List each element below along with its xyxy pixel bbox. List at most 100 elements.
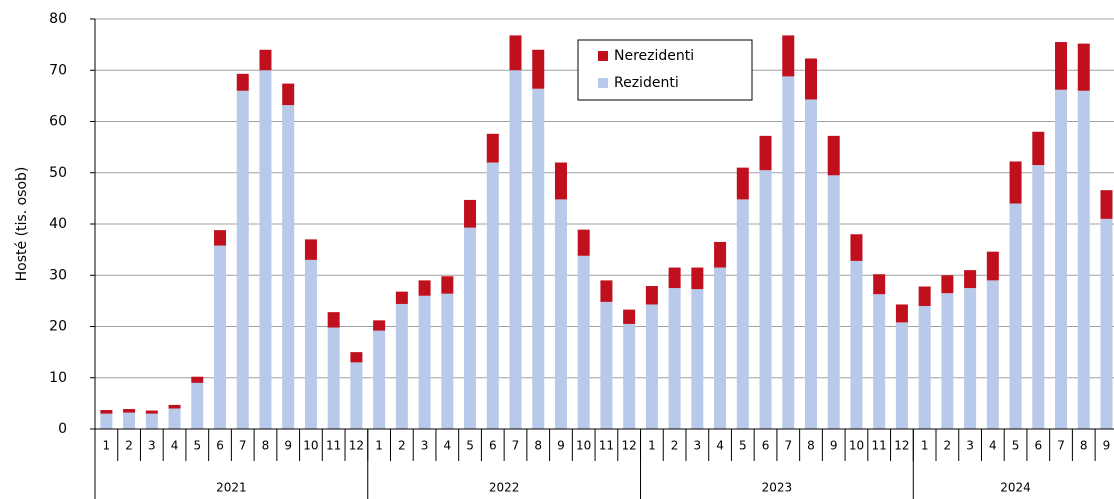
y-tick-label: 70 bbox=[49, 62, 67, 78]
x-tick-label: 10 bbox=[849, 439, 864, 453]
bar-segment bbox=[850, 260, 863, 429]
bar-segment bbox=[282, 105, 295, 429]
x-tick-label: 8 bbox=[534, 439, 542, 453]
x-tick-label: 5 bbox=[466, 439, 474, 453]
x-tick-label: 10 bbox=[303, 439, 318, 453]
bar-segment bbox=[418, 295, 431, 429]
x-tick-label: 11 bbox=[599, 439, 614, 453]
bar-segment bbox=[691, 289, 704, 429]
bar-segment bbox=[145, 410, 158, 414]
y-tick-label: 40 bbox=[49, 216, 67, 232]
bar-segment bbox=[350, 352, 363, 363]
bar-segment bbox=[532, 49, 545, 89]
bar-segment bbox=[464, 227, 477, 429]
x-tick-label: 8 bbox=[1080, 439, 1088, 453]
bar-segment bbox=[1077, 90, 1090, 429]
x-tick-label: 6 bbox=[762, 439, 770, 453]
bar-segment bbox=[668, 288, 681, 429]
bar-segment bbox=[895, 322, 908, 429]
bar-segment bbox=[373, 320, 386, 331]
x-tick-label: 9 bbox=[830, 439, 838, 453]
bar-segment bbox=[145, 413, 158, 429]
bar-segment bbox=[464, 199, 477, 228]
bar-segment bbox=[100, 413, 113, 429]
x-tick-label: 6 bbox=[1034, 439, 1042, 453]
bar-segment bbox=[986, 251, 999, 281]
legend-swatch bbox=[598, 78, 608, 88]
bar-segment bbox=[282, 83, 295, 106]
y-tick-label: 60 bbox=[49, 114, 67, 130]
bar-segment bbox=[941, 293, 954, 429]
x-tick-label: 1 bbox=[648, 439, 656, 453]
x-tick-label: 11 bbox=[326, 439, 341, 453]
bar-segment bbox=[782, 76, 795, 430]
bar-segment bbox=[1009, 203, 1022, 429]
bar-segment bbox=[577, 255, 590, 429]
bar-segment bbox=[554, 162, 567, 200]
bar-segment bbox=[1055, 89, 1068, 429]
bar-segment bbox=[168, 404, 181, 409]
bar-segment bbox=[645, 304, 658, 429]
x-tick-label: 12 bbox=[894, 439, 909, 453]
x-tick-label: 3 bbox=[694, 439, 702, 453]
bar-segment bbox=[486, 162, 499, 429]
bar-segment bbox=[123, 409, 136, 413]
x-tick-label: 4 bbox=[716, 439, 724, 453]
bar-segment bbox=[1100, 218, 1113, 429]
bar-segment bbox=[554, 199, 567, 429]
bar-segment bbox=[759, 135, 772, 171]
bar-segment bbox=[418, 280, 431, 296]
bar-segment bbox=[827, 135, 840, 176]
bar-segment bbox=[168, 408, 181, 429]
x-tick-label: 8 bbox=[262, 439, 270, 453]
bar-segment bbox=[804, 99, 817, 430]
bar-segment bbox=[736, 167, 749, 200]
y-axis-label: Hosté (tis. osob) bbox=[14, 167, 30, 282]
bar-segment bbox=[1009, 161, 1022, 204]
x-tick-label: 10 bbox=[576, 439, 591, 453]
year-label: 2022 bbox=[489, 481, 520, 495]
bar-segment bbox=[100, 410, 113, 414]
x-tick-label: 9 bbox=[557, 439, 565, 453]
y-tick-label: 50 bbox=[49, 165, 67, 181]
x-tick-label: 12 bbox=[622, 439, 637, 453]
bar-segment bbox=[532, 88, 545, 429]
x-tick-label: 6 bbox=[489, 439, 497, 453]
bar-segment bbox=[623, 323, 636, 429]
year-label: 2021 bbox=[216, 481, 247, 495]
bar-segment bbox=[895, 304, 908, 323]
x-tick-label: 4 bbox=[989, 439, 997, 453]
bar-segment bbox=[645, 286, 658, 305]
x-tick-label: 8 bbox=[807, 439, 815, 453]
bar-segment bbox=[1055, 42, 1068, 90]
bar-segment bbox=[782, 35, 795, 77]
bar-segment bbox=[918, 286, 931, 306]
bar-segment bbox=[691, 267, 704, 290]
x-tick-label: 7 bbox=[784, 439, 792, 453]
bar-segment bbox=[668, 267, 681, 289]
bar-segment bbox=[714, 267, 727, 429]
bar-segment bbox=[941, 275, 954, 294]
bar-segment bbox=[1077, 43, 1090, 91]
x-tick-label: 7 bbox=[1057, 439, 1065, 453]
bar-segment bbox=[373, 330, 386, 429]
bar-segment bbox=[350, 362, 363, 429]
y-tick-label: 80 bbox=[49, 11, 67, 27]
x-tick-label: 7 bbox=[512, 439, 520, 453]
bar-segment bbox=[804, 58, 817, 100]
x-tick-label: 2 bbox=[671, 439, 679, 453]
legend-label: Rezidenti bbox=[614, 75, 679, 91]
bar-segment bbox=[304, 259, 317, 429]
x-tick-label: 2 bbox=[125, 439, 133, 453]
y-tick-label: 30 bbox=[49, 267, 67, 283]
bar-segment bbox=[236, 73, 249, 91]
bar-segment bbox=[873, 274, 886, 295]
x-tick-label: 3 bbox=[148, 439, 156, 453]
year-label: 2024 bbox=[1000, 481, 1031, 495]
x-tick-label: 3 bbox=[421, 439, 429, 453]
bar-segment bbox=[600, 301, 613, 429]
x-tick-label: 6 bbox=[216, 439, 224, 453]
bar-segment bbox=[441, 293, 454, 429]
x-tick-label: 2 bbox=[944, 439, 952, 453]
